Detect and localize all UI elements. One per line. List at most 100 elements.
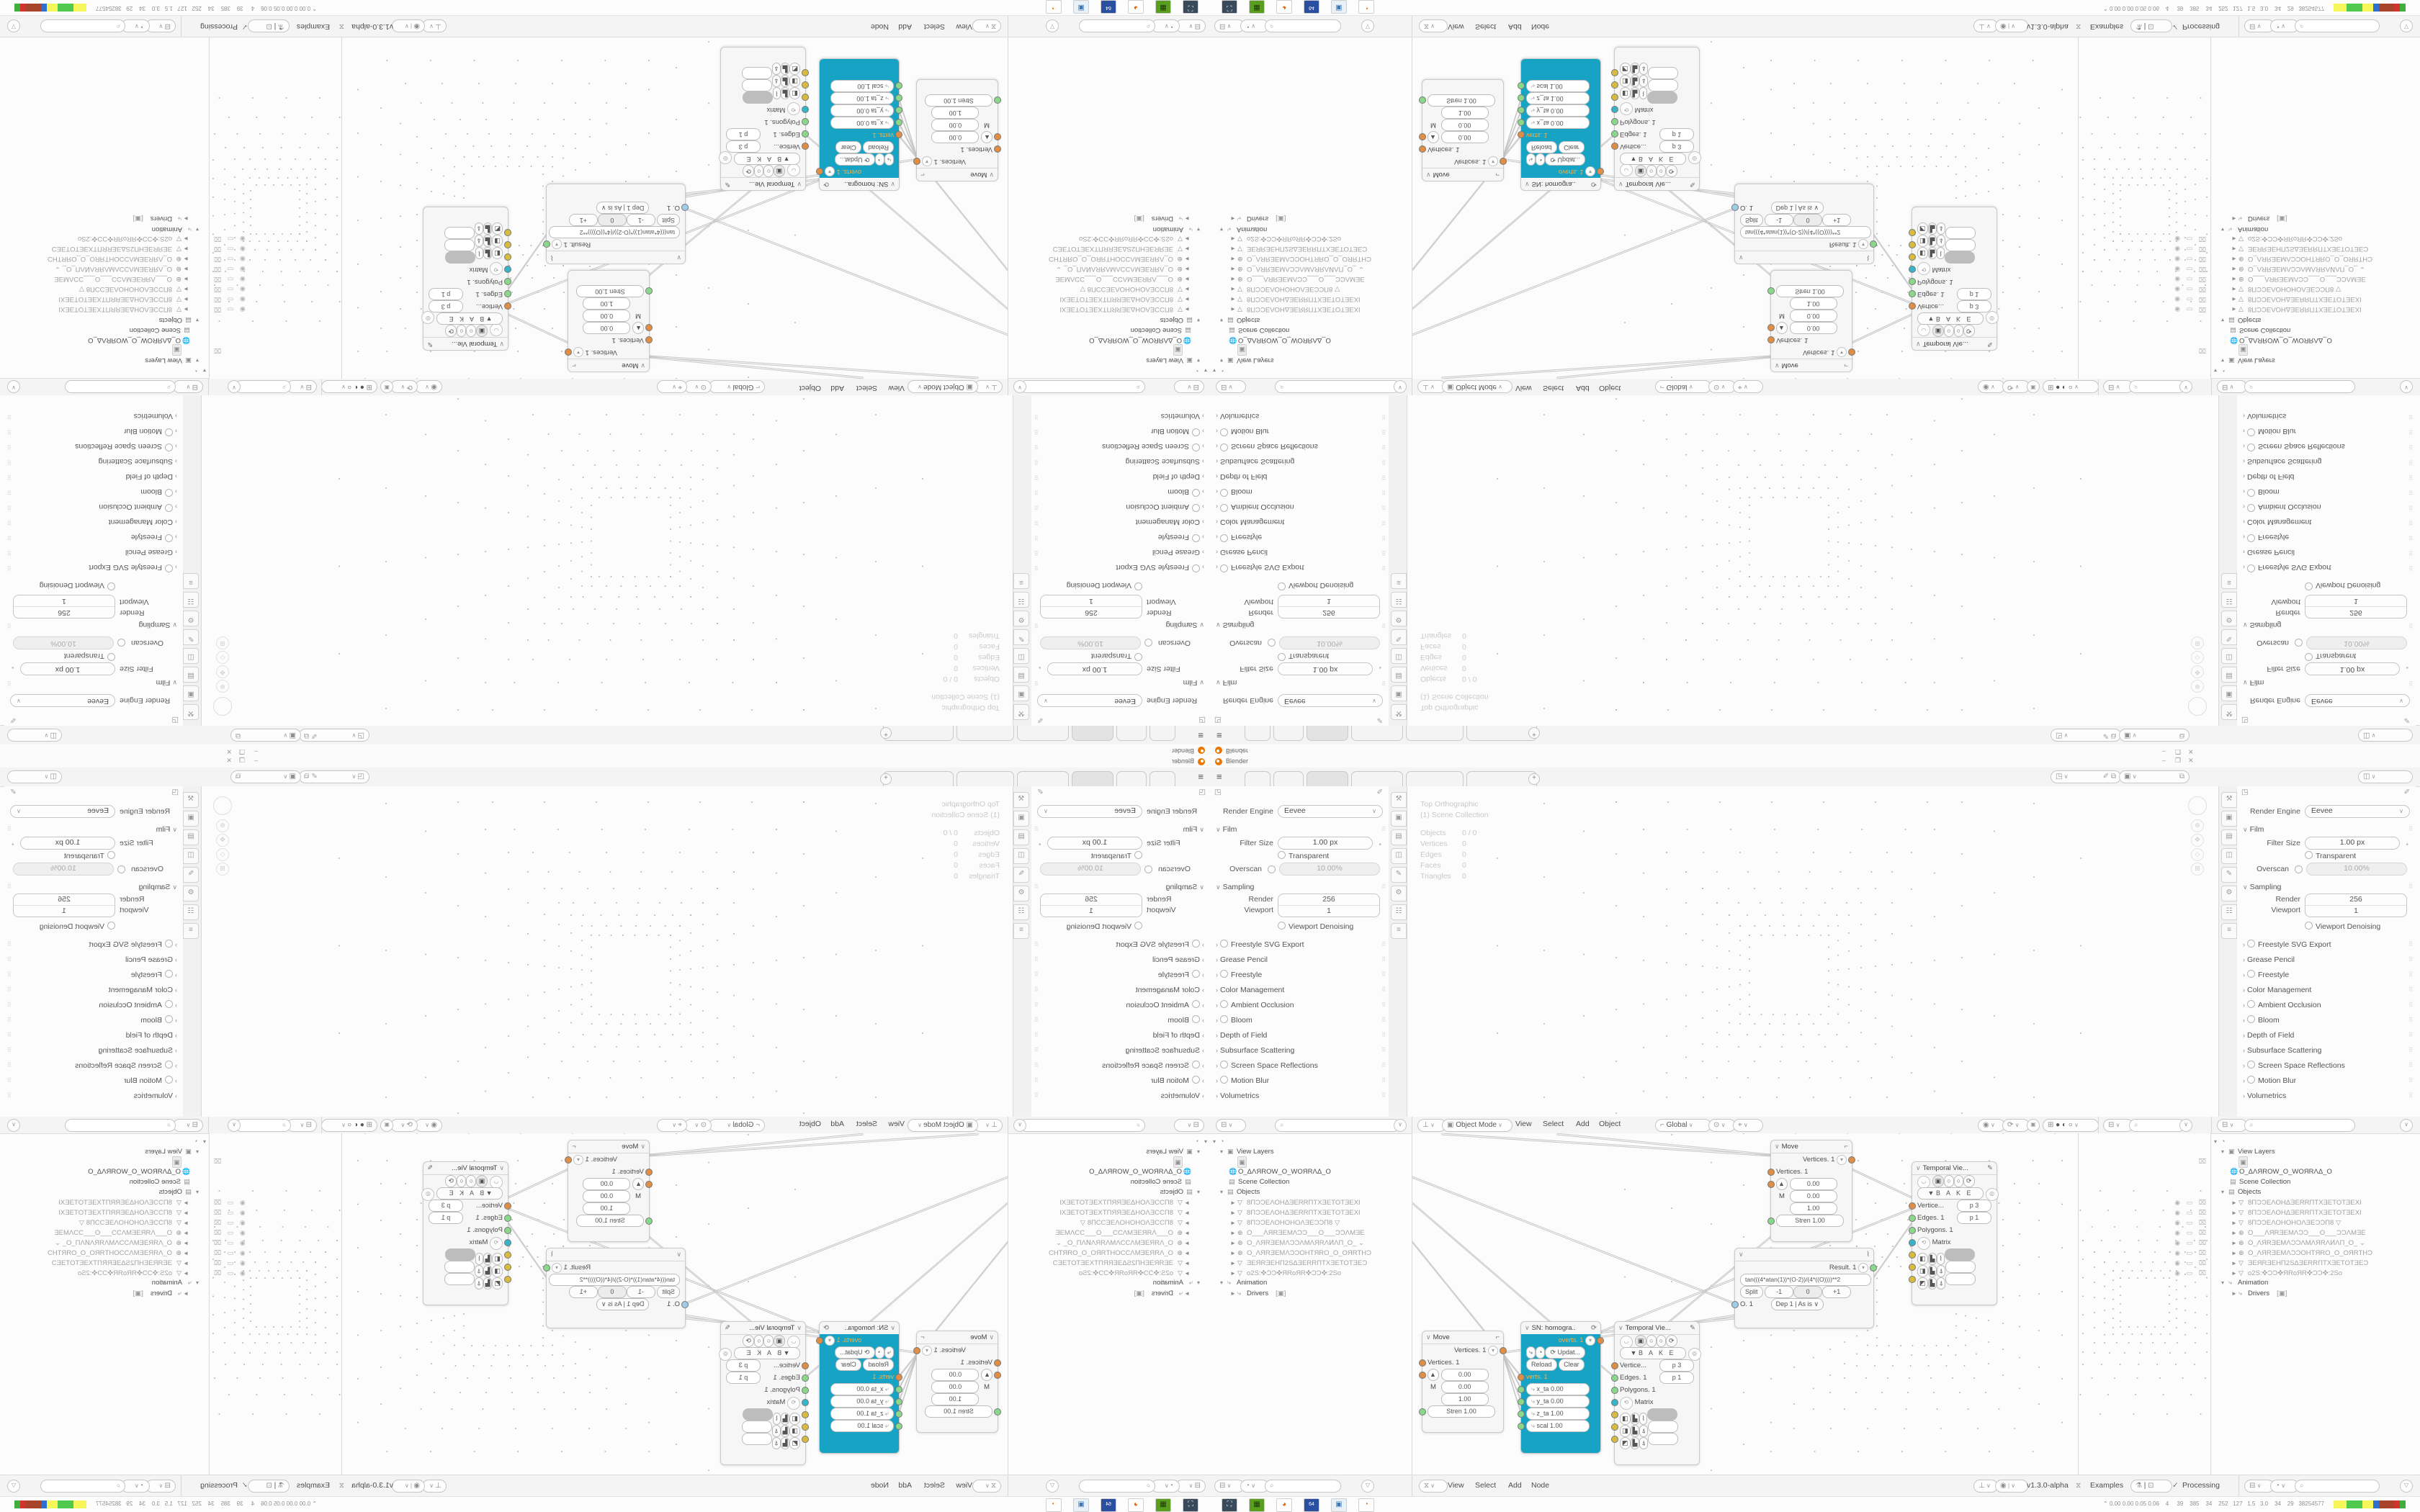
props-section-screen-space-reflections[interactable]: ›Screen Space Reflections⠿ — [1034, 442, 1204, 451]
props-section-subsurface-scattering[interactable]: ›Subsurface Scattering⠿ — [1216, 1046, 1386, 1055]
props-section-depth-of-field[interactable]: ›Depth of Field⠿ — [7, 1031, 177, 1040]
view-layer-selector[interactable]: ▣ ∨ ⧉ — [2119, 729, 2190, 742]
footer-filter-funnel[interactable]: ▽ — [1046, 1480, 1059, 1493]
workspace-tab[interactable] — [956, 725, 1014, 741]
props-section-grease-pencil[interactable]: ›Grease Pencil⠿ — [7, 955, 177, 964]
ortho-toggle-icon[interactable]: ⊞ — [216, 863, 229, 876]
close-button[interactable]: ✕ — [2188, 748, 2194, 755]
footer-search-input[interactable]: ⌕ — [1079, 1480, 1155, 1493]
properties-tab-icon[interactable]: ✎ — [1391, 629, 1407, 645]
film-section[interactable]: ∨Film⠿ — [7, 825, 177, 834]
overlays-toggle[interactable]: ▣ — [380, 1119, 393, 1132]
pan-tool-icon[interactable]: ✥ — [216, 834, 229, 847]
bake-button[interactable]: ▼ B A K E — [436, 312, 503, 325]
props-section-grease-pencil[interactable]: ›Grease Pencil⠿ — [2243, 548, 2413, 557]
formula-split-button[interactable]: Split — [1740, 214, 1763, 226]
outliner2-filter-dropdown[interactable]: ∨ — [7, 380, 20, 393]
navigation-gizmo[interactable] — [2188, 697, 2207, 716]
workspace-tab[interactable] — [1150, 725, 1175, 741]
sn-param-row[interactable]: ⤷ z_ta 1.00 — [1518, 1408, 1600, 1420]
screenshot-app-icon[interactable]: ⛶ — [1183, 1498, 1198, 1512]
footer-menu-add[interactable]: Add — [1508, 1481, 1522, 1490]
properties-tab-icon[interactable]: ▣ — [1391, 811, 1407, 827]
sn-clear-button[interactable]: Clear — [1559, 141, 1585, 153]
outliner-animation[interactable]: Animation — [1237, 225, 1268, 233]
screen-layout-widget[interactable]: ◫ ∨ — [7, 770, 62, 783]
outliner-drivers[interactable]: Drivers — [150, 215, 172, 222]
formula-expression-field[interactable]: tan(((4*atan(1))*(O-2))/(4*((O))))**2 — [1740, 1274, 1871, 1286]
render-engine-select[interactable]: Eevee ∨ — [1278, 694, 1383, 707]
zoom-tool-icon[interactable]: ⊕ — [216, 680, 229, 693]
props-section-screen-space-reflections[interactable]: ›Screen Space Reflections⠿ — [1216, 1061, 1386, 1070]
workspace-tab[interactable] — [1116, 725, 1147, 741]
sampling-section[interactable]: ∨Sampling⠿ — [7, 621, 177, 629]
props-section-motion-blur[interactable]: ›Motion Blur⠿ — [1216, 1076, 1386, 1085]
properties-tab-icon[interactable]: ☷ — [183, 592, 199, 608]
filter-size-field[interactable]: 1.00 px — [1047, 837, 1142, 850]
properties-tab-icon[interactable]: ≡ — [1013, 573, 1029, 589]
overscan-checkbox[interactable] — [1268, 865, 1276, 873]
menu-view[interactable]: View — [888, 384, 905, 392]
outliner-view-layers[interactable]: View Layers — [2238, 356, 2275, 364]
minimize-button[interactable]: – — [254, 748, 258, 755]
overlays-toggle[interactable]: ▣ — [2027, 1119, 2040, 1132]
minimize-button[interactable]: – — [2162, 757, 2166, 764]
film-section[interactable]: ∨Film⠿ — [1216, 825, 1386, 834]
outliner-scene-name[interactable]: O_ΔΛЯROW_O_WOЯRΛΔ_O — [1089, 1168, 1182, 1176]
outliner-objects[interactable]: Objects — [158, 316, 182, 324]
sn-param-row[interactable]: ⤷ x_ta 0.00 — [1518, 1383, 1600, 1395]
sn-param-row[interactable]: ⤷ scal 1.00 — [1518, 1420, 1600, 1432]
screen-layout-widget[interactable]: ◫ ∨ — [2358, 729, 2413, 742]
properties-tab-icon[interactable]: ⚒ — [183, 792, 199, 808]
footer-tool-capsule[interactable]: ⚗ | ⊡ — [2130, 1480, 2172, 1493]
node-sn-homography[interactable]: ∨SN: homogra..⟳ overts. 1 ▾ ⤷◔⟳ Updat...… — [1518, 58, 1604, 191]
outliner-drivers[interactable]: Drivers — [2248, 215, 2270, 222]
props-section-subsurface-scattering[interactable]: ›Subsurface Scattering⠿ — [7, 457, 177, 466]
menu-icon[interactable]: ≡ — [1216, 730, 1222, 741]
footer-search-input[interactable]: ⌕ — [1079, 19, 1155, 32]
sampling-values[interactable]: 256 1 — [2305, 894, 2407, 917]
workspace-tab[interactable] — [1351, 725, 1403, 741]
footer-menu-select[interactable]: Select — [923, 1481, 945, 1490]
properties-tab-icon[interactable]: ▤ — [183, 829, 199, 845]
pivot-point-selector[interactable]: ⊙ ∨ — [684, 1119, 712, 1132]
sn-param-row[interactable]: ⤷ scal 1.00 — [820, 1420, 902, 1432]
properties-tab-icon[interactable]: ✎ — [1013, 629, 1029, 645]
footer-menu-view[interactable]: View — [956, 22, 972, 31]
transparent-checkbox[interactable]: Transparent• — [1008, 649, 1142, 662]
properties-tab-icon[interactable]: ✎ — [183, 867, 199, 883]
formula-plus-button[interactable]: +1 — [1822, 1286, 1852, 1298]
outliner-objects[interactable]: Objects — [2238, 316, 2262, 324]
navigation-gizmo[interactable] — [2188, 796, 2207, 815]
props-section-motion-blur[interactable]: ›Motion Blur⠿ — [1034, 427, 1204, 436]
formula-split-button[interactable]: Split — [657, 1286, 680, 1298]
sampling-section[interactable]: ∨Sampling⠿ — [1034, 621, 1204, 629]
outliner-scene-name[interactable]: O_ΔΛЯROW_O_WOЯRΛΔ_O — [1238, 1168, 1331, 1176]
viewport-denoising-checkbox[interactable]: Viewport Denoising — [2305, 579, 2413, 592]
node-temporal-viewer[interactable]: ∨Temporal Vie...✎ ◡ ▣○○⟳ ▼ B A K E ◎ Ver… — [1909, 207, 1999, 351]
outliner-view-layers[interactable]: View Layers — [1146, 1148, 1183, 1156]
filter-size-field[interactable]: 1.00 px — [20, 662, 115, 675]
minimize-button[interactable]: – — [254, 757, 258, 764]
outliner-view-layers[interactable]: View Layers — [2238, 1148, 2275, 1156]
footer-filter-funnel[interactable]: ▽ — [1046, 19, 1059, 32]
sn-clear-button[interactable]: Clear — [1559, 1359, 1585, 1371]
outliner-scene-collection[interactable]: Scene Collection — [1238, 1178, 1290, 1186]
examples-menu[interactable]: Examples — [296, 22, 330, 31]
properties-tab-icon[interactable]: ⚒ — [2221, 704, 2237, 720]
sampling-values[interactable]: 256 1 — [1278, 894, 1380, 917]
properties-tab-icon[interactable]: ⚙ — [2221, 611, 2237, 626]
properties-tab-icon[interactable]: ◫ — [2221, 648, 2237, 664]
props-section-freestyle[interactable]: ›Freestyle⠿ — [7, 970, 177, 979]
outliner-animation[interactable]: Animation — [1237, 1279, 1268, 1287]
menu-icon[interactable]: ≡ — [1216, 771, 1222, 782]
sn-reload-button[interactable]: Reload — [1526, 1359, 1557, 1371]
footer2-display-mode-button[interactable]: ◔ ∨ — [2270, 1480, 2299, 1493]
properties-tab-icon[interactable]: ▣ — [2221, 685, 2237, 701]
drive-app-icon[interactable]: ▦ — [1155, 0, 1171, 14]
workspace-tab[interactable] — [1466, 725, 1537, 741]
properties-tab-icon[interactable]: ▤ — [2221, 667, 2237, 683]
outliner2-editor-type-button[interactable]: ⊟ ∨ — [173, 380, 203, 393]
props-section-color-management[interactable]: ›Color Management⠿ — [1034, 518, 1204, 526]
formula-plus-button[interactable]: +1 — [568, 1286, 598, 1298]
